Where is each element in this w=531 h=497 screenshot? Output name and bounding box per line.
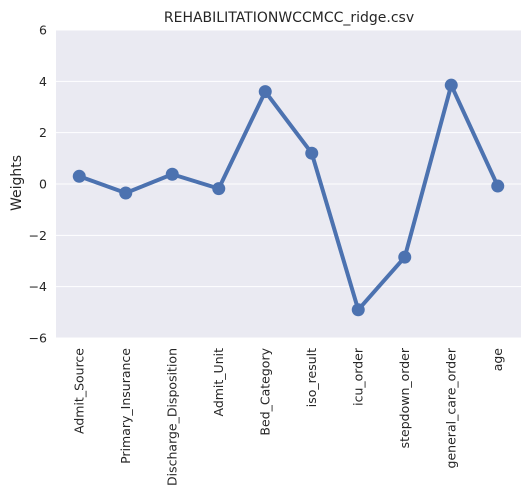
- y-tick-label: −4: [29, 279, 47, 294]
- data-point: [305, 147, 318, 160]
- x-tick-label: age: [490, 348, 505, 372]
- x-tick-label: icu_order: [350, 347, 365, 406]
- data-point: [259, 85, 272, 98]
- x-tick-label: general_care_order: [443, 347, 458, 468]
- x-tick-label: Admit_Unit: [211, 348, 226, 417]
- y-tick-label: 6: [39, 23, 47, 38]
- data-point: [352, 303, 365, 316]
- data-point: [166, 168, 179, 181]
- data-point: [119, 186, 132, 199]
- x-tick-label: stepdown_order: [397, 347, 412, 448]
- data-point: [212, 182, 225, 195]
- x-tick-label: Discharge_Disposition: [164, 348, 179, 486]
- y-tick-labels: −6 −4 −2 0 2 4 6: [29, 23, 47, 346]
- y-tick-label: 4: [39, 74, 47, 89]
- x-tick-label: Bed_Category: [257, 347, 272, 435]
- data-point: [73, 170, 86, 183]
- y-axis-label: Weights: [9, 155, 25, 211]
- chart-title: REHABILITATIONWCCMCC_ridge.csv: [164, 10, 414, 26]
- y-tick-label: −2: [29, 228, 47, 243]
- x-tick-label: Admit_Source: [71, 348, 86, 434]
- y-tick-label: 0: [39, 177, 47, 192]
- data-point: [398, 251, 411, 264]
- x-tick-labels: Admit_Source Primary_Insurance Discharge_D…: [71, 347, 505, 486]
- y-tick-label: −6: [29, 331, 47, 346]
- data-point: [445, 79, 458, 92]
- y-tick-label: 2: [39, 125, 47, 140]
- x-tick-label: iso_result: [304, 348, 319, 407]
- x-tick-label: Primary_Insurance: [118, 348, 133, 464]
- data-point: [491, 180, 504, 193]
